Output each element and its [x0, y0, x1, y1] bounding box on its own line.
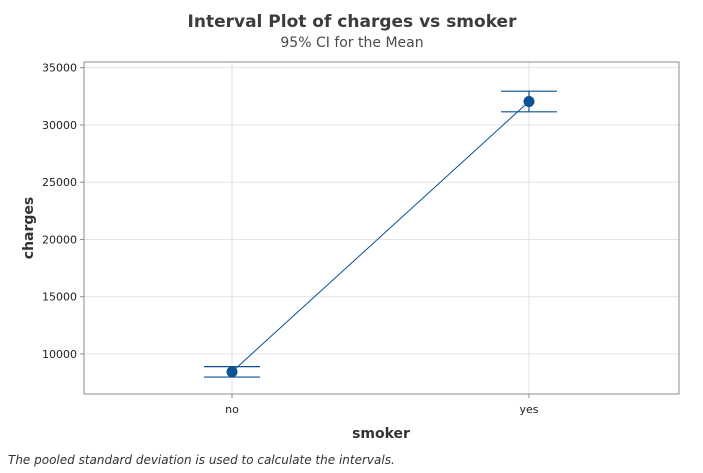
x-tick-label-yes: yes [519, 403, 538, 416]
y-tick-label: 20000 [42, 233, 77, 246]
x-tick-label-no: no [225, 403, 239, 416]
mean-point-no [226, 366, 238, 378]
plot-area-frame [83, 61, 680, 395]
y-tick-label: 10000 [42, 348, 77, 361]
interval-series [204, 90, 557, 378]
y-tick-label: 35000 [42, 62, 77, 75]
x-axis-ticks: no yes [225, 394, 539, 416]
y-axis-ticks: 10000 15000 20000 25000 30000 35000 [42, 62, 84, 361]
footnote: The pooled standard deviation is used to… [8, 453, 395, 467]
y-tick-label: 25000 [42, 176, 77, 189]
chart-subtitle: 95% CI for the Mean [280, 35, 423, 51]
mean-point-yes [523, 95, 535, 107]
y-tick-label: 15000 [42, 291, 77, 304]
gridlines [84, 62, 679, 394]
mean-connect-line [231, 101, 530, 373]
y-tick-label: 30000 [42, 119, 77, 132]
chart-title: Interval Plot of charges vs smoker [188, 12, 518, 32]
y-axis-label: charges [21, 197, 37, 259]
x-axis-label: smoker [352, 426, 410, 442]
